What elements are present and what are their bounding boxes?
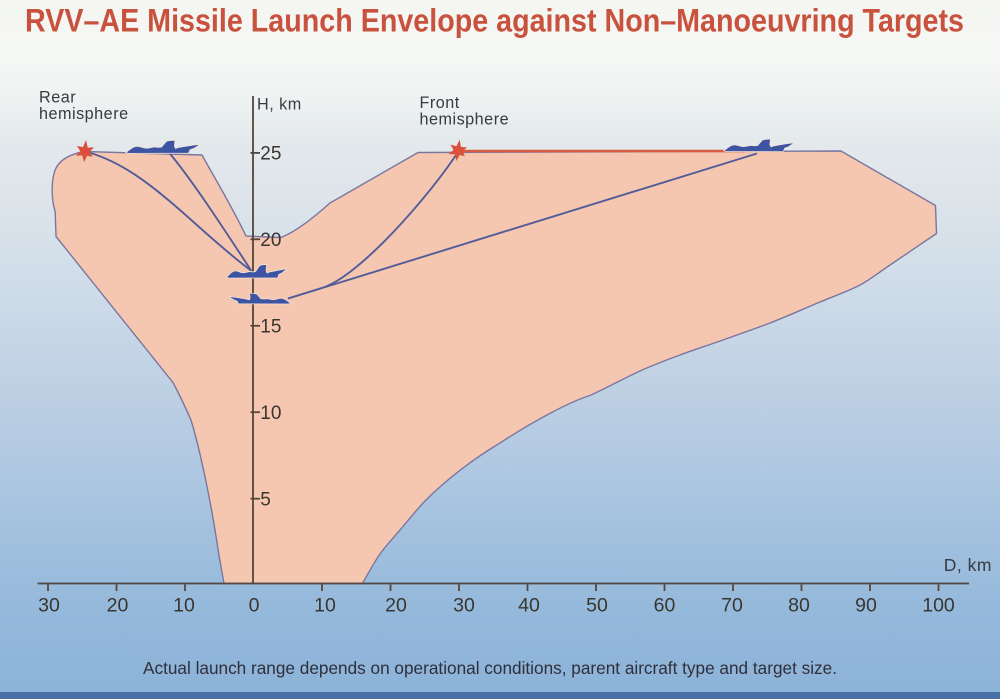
svg-text:5: 5	[260, 489, 271, 510]
svg-text:30: 30	[38, 595, 60, 617]
svg-text:10: 10	[173, 595, 195, 617]
svg-text:D, km: D, km	[944, 555, 992, 575]
svg-text:Rear: Rear	[39, 89, 76, 107]
svg-text:hemisphere: hemisphere	[420, 111, 510, 129]
svg-text:70: 70	[721, 595, 743, 617]
svg-text:20: 20	[260, 230, 281, 251]
svg-text:10: 10	[260, 403, 281, 424]
svg-text:25: 25	[260, 144, 281, 165]
svg-text:100: 100	[922, 595, 955, 617]
svg-text:50: 50	[586, 595, 608, 617]
svg-text:H, km: H, km	[257, 96, 302, 114]
svg-text:20: 20	[107, 595, 129, 617]
svg-text:Actual launch range depends on: Actual launch range depends on operation…	[143, 658, 837, 678]
svg-text:60: 60	[654, 595, 676, 617]
svg-text:40: 40	[518, 595, 540, 617]
svg-text:80: 80	[788, 595, 810, 617]
svg-text:RVV–AE Missile Launch Envelope: RVV–AE Missile Launch Envelope against N…	[25, 3, 964, 39]
svg-text:0: 0	[249, 595, 260, 617]
svg-text:30: 30	[453, 595, 475, 617]
svg-text:Front: Front	[420, 94, 460, 112]
svg-text:15: 15	[260, 316, 281, 337]
svg-text:10: 10	[314, 595, 336, 617]
svg-text:hemisphere: hemisphere	[39, 105, 129, 123]
svg-text:90: 90	[855, 595, 877, 617]
svg-text:20: 20	[385, 595, 407, 617]
